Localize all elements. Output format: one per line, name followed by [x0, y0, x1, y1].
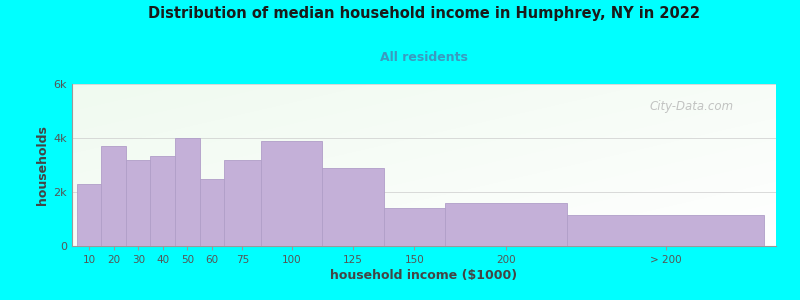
Bar — [383, 208, 445, 246]
Bar — [150, 155, 175, 246]
Bar — [199, 178, 224, 246]
Bar — [126, 160, 150, 246]
Bar — [102, 146, 126, 246]
Bar — [175, 138, 199, 246]
Bar — [224, 160, 261, 246]
Bar — [77, 184, 102, 246]
Bar — [322, 168, 383, 246]
Y-axis label: households: households — [36, 125, 50, 205]
Text: All residents: All residents — [380, 51, 468, 64]
Bar — [567, 215, 764, 246]
X-axis label: household income ($1000): household income ($1000) — [330, 269, 518, 282]
Bar — [445, 203, 567, 246]
Text: City-Data.com: City-Data.com — [650, 100, 734, 113]
Text: Distribution of median household income in Humphrey, NY in 2022: Distribution of median household income … — [148, 6, 700, 21]
Bar — [261, 141, 322, 246]
